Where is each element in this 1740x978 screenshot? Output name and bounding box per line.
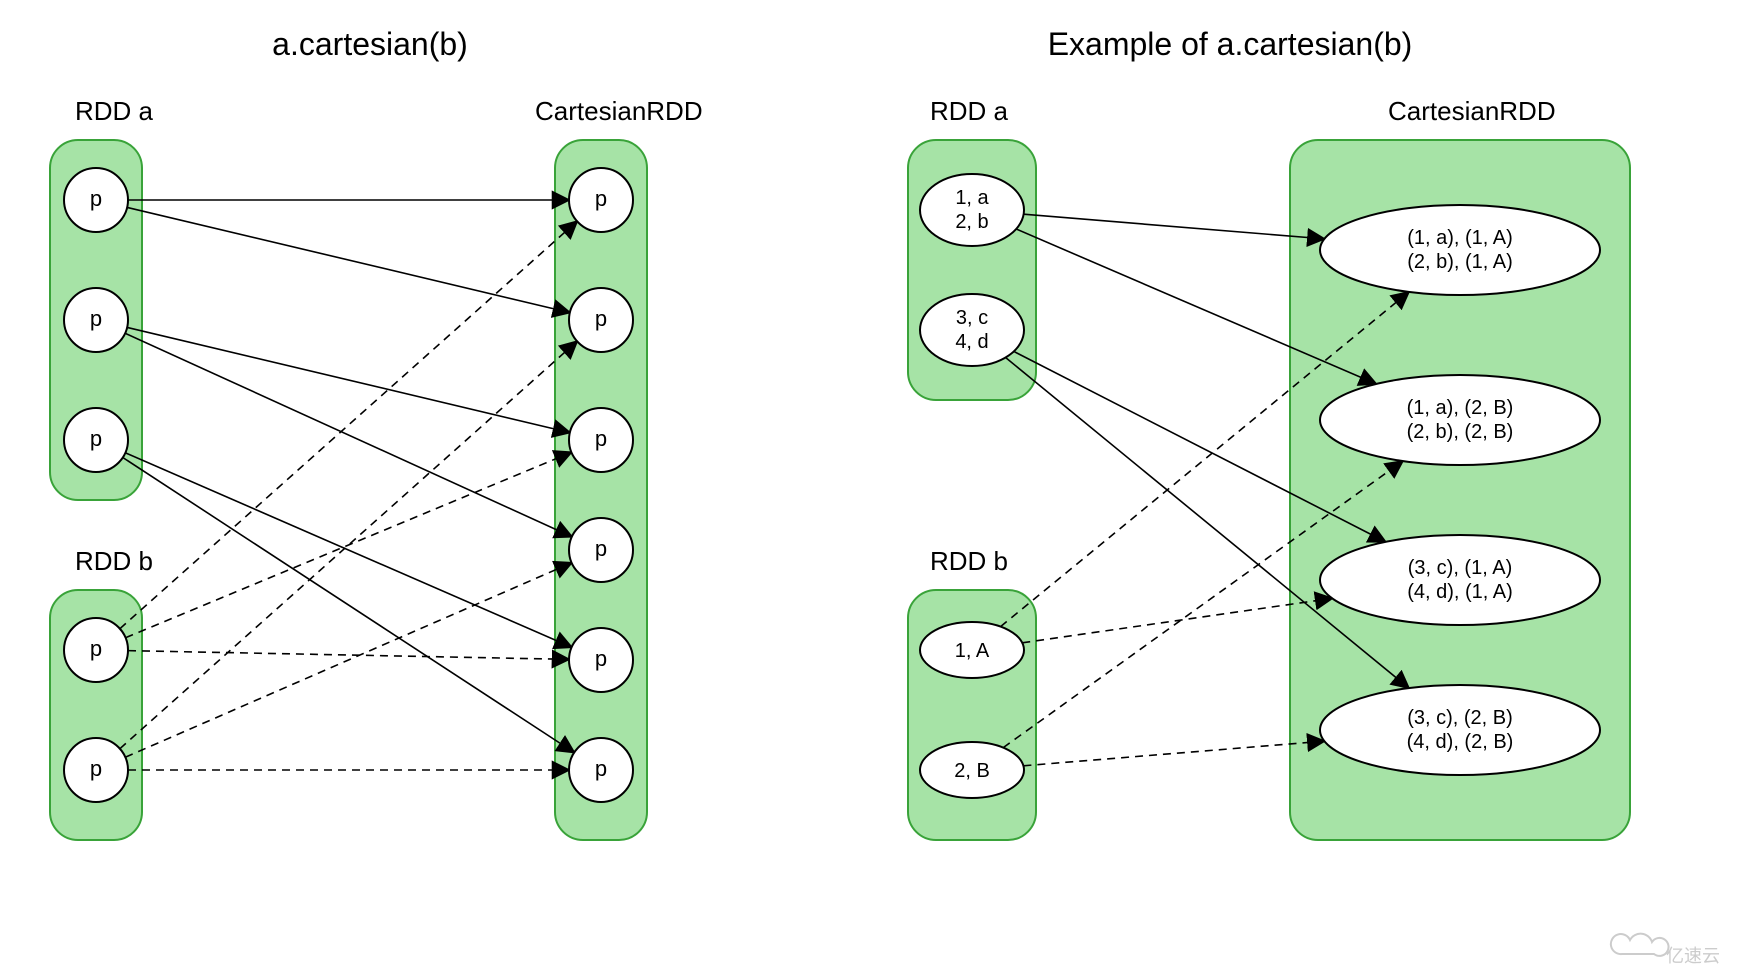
node-text-b2: p <box>90 756 102 781</box>
diagram-canvas: a.cartesian(b) RDD a RDD b CartesianRDD p p p p… <box>0 0 1740 978</box>
edge-a2-c4 <box>125 333 572 536</box>
node-text-a1: p <box>90 186 102 211</box>
edge-ea1-ec1 <box>1024 214 1325 239</box>
node-ea2 <box>920 294 1024 366</box>
edge-eb1-ec3 <box>1022 598 1332 642</box>
watermark-cloud-icon <box>1611 934 1669 956</box>
rdd-a-label: RDD a <box>75 96 154 126</box>
edge-b1-c5 <box>128 651 569 660</box>
right-title: Example of a.cartesian(b) <box>1048 26 1413 62</box>
node-text2-ec4: (4, d), (2, B) <box>1407 731 1514 753</box>
node-text-c1: p <box>595 186 607 211</box>
node-ec4 <box>1320 685 1600 775</box>
svg-text:亿速云: 亿速云 <box>1666 946 1720 966</box>
edge-a3-c6 <box>123 458 574 753</box>
ex-rdd-a-label: RDD a <box>930 96 1009 126</box>
edge-a1-c2 <box>127 207 570 312</box>
node-ea1 <box>920 174 1024 246</box>
node-text1-ec3: (3, c), (1, A) <box>1408 557 1512 579</box>
node-text-c2: p <box>595 306 607 331</box>
ex-rdd-b-label: RDD b <box>930 546 1008 576</box>
node-text-b1: p <box>90 636 102 661</box>
node-text1-eb2: 2, B <box>954 760 990 782</box>
node-text-c4: p <box>595 536 607 561</box>
node-text2-ec2: (2, b), (2, B) <box>1407 421 1514 443</box>
node-text1-ec4: (3, c), (2, B) <box>1407 707 1513 729</box>
node-text2-ec3: (4, d), (1, A) <box>1407 581 1513 603</box>
edge-eb2-ec4 <box>1023 741 1324 766</box>
node-text-c5: p <box>595 646 607 671</box>
edge-a2-c3 <box>127 327 570 432</box>
node-text-a3: p <box>90 426 102 451</box>
node-text1-ea1: 1, a <box>955 187 989 209</box>
node-ec3 <box>1320 535 1600 625</box>
node-text2-ea1: 2, b <box>955 211 988 233</box>
rdd-b-label: RDD b <box>75 546 153 576</box>
watermark: 亿速云 <box>1611 934 1720 966</box>
node-ec2 <box>1320 375 1600 465</box>
node-text-a2: p <box>90 306 102 331</box>
node-ec1 <box>1320 205 1600 295</box>
left-title: a.cartesian(b) <box>272 26 468 62</box>
edge-b2-c4 <box>125 563 571 757</box>
node-text1-ec2: (1, a), (2, B) <box>1407 397 1514 419</box>
edge-a3-c5 <box>125 453 571 647</box>
node-text-c6: p <box>595 756 607 781</box>
ex-cartesian-rdd-label: CartesianRDD <box>1388 96 1556 126</box>
node-text-c3: p <box>595 426 607 451</box>
node-text1-eb1: 1, A <box>955 640 990 662</box>
edge-b2-c2 <box>120 341 577 748</box>
node-text2-ea2: 4, d <box>955 331 988 353</box>
cartesian-rdd-label: CartesianRDD <box>535 96 703 126</box>
node-text2-ec1: (2, b), (1, A) <box>1407 251 1513 273</box>
cartesian-box <box>555 140 647 840</box>
edge-b1-c1 <box>120 221 577 628</box>
node-text1-ea2: 3, c <box>956 307 988 329</box>
node-text1-ec1: (1, a), (1, A) <box>1407 227 1513 249</box>
